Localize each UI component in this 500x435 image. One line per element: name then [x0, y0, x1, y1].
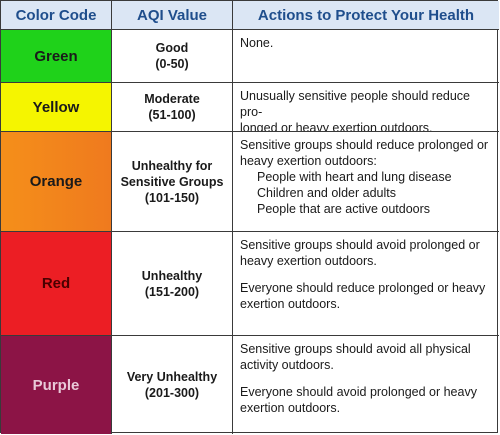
action-text-line: exertion outdoors.	[240, 297, 341, 311]
header-aqi-value: AQI Value	[112, 1, 233, 30]
action-text-line: Everyone should reduce prolonged or heav…	[240, 281, 486, 295]
color-code-green: Green	[1, 30, 112, 83]
action-text-line: Unusually sensitive people should reduce…	[240, 89, 471, 119]
aqi-category: Unhealthy for	[131, 158, 213, 173]
action-text-line: heavy exertion outdoors:	[240, 154, 377, 168]
aqi-value-moderate: Moderate (51-100)	[112, 83, 233, 132]
aqi-value-very-unhealthy: Very Unhealthy (201-300)	[112, 336, 233, 434]
aqi-range: (101-150)	[144, 190, 200, 205]
action-text-line: Sensitive groups should avoid prolonged …	[240, 238, 480, 252]
aqi-value-unhealthy: Unhealthy (151-200)	[112, 232, 233, 336]
actions-good: None.	[233, 30, 499, 83]
list-item: People that are active outdoors	[257, 202, 431, 216]
action-text-line: Sensitive groups should reduce prolonged…	[240, 138, 489, 152]
actions-moderate: Unusually sensitive people should reduce…	[233, 83, 499, 132]
action-text-line: Everyone should avoid prolonged or heavy	[240, 385, 477, 399]
aqi-category: Very Unhealthy	[126, 370, 218, 384]
sensitive-groups-list: People with heart and lung disease Child…	[240, 169, 493, 217]
aqi-value-good: Good (0-50)	[112, 30, 233, 83]
action-text-line: exertion outdoors.	[240, 401, 341, 415]
aqi-category: Unhealthy	[141, 268, 203, 283]
aqi-range: (201-300)	[144, 386, 200, 400]
color-code-red: Red	[1, 232, 112, 336]
aqi-category: Good	[155, 41, 189, 55]
color-code-orange: Orange	[1, 132, 112, 232]
aqi-range: (0-50)	[155, 57, 189, 71]
action-text-line: longed or heavy exertion outdoors.	[240, 121, 433, 132]
action-text: None.	[240, 36, 274, 50]
action-text-line: activity outdoors.	[240, 358, 334, 372]
actions-unhealthy: Sensitive groups should avoid prolonged …	[233, 232, 499, 336]
aqi-category: Sensitive Groups	[120, 174, 224, 189]
header-color-code: Color Code	[1, 1, 112, 30]
list-item: Children and older adults	[257, 186, 396, 200]
actions-unhealthy-sensitive: Sensitive groups should reduce prolonged…	[233, 132, 499, 232]
color-code-yellow: Yellow	[1, 83, 112, 132]
list-item: People with heart and lung disease	[257, 170, 452, 184]
action-text-line: Sensitive groups should avoid all physic…	[240, 342, 471, 356]
aqi-category: Moderate	[144, 92, 200, 106]
actions-very-unhealthy: Sensitive groups should avoid all physic…	[233, 336, 499, 434]
aqi-range: (51-100)	[148, 108, 196, 122]
aqi-value-unhealthy-sensitive: Unhealthy for Sensitive Groups (101-150)	[112, 132, 233, 232]
aqi-range: (151-200)	[144, 284, 200, 299]
color-code-purple: Purple	[1, 336, 112, 434]
action-text-line: heavy exertion outdoors.	[240, 254, 377, 268]
header-actions: Actions to Protect Your Health	[233, 1, 499, 30]
